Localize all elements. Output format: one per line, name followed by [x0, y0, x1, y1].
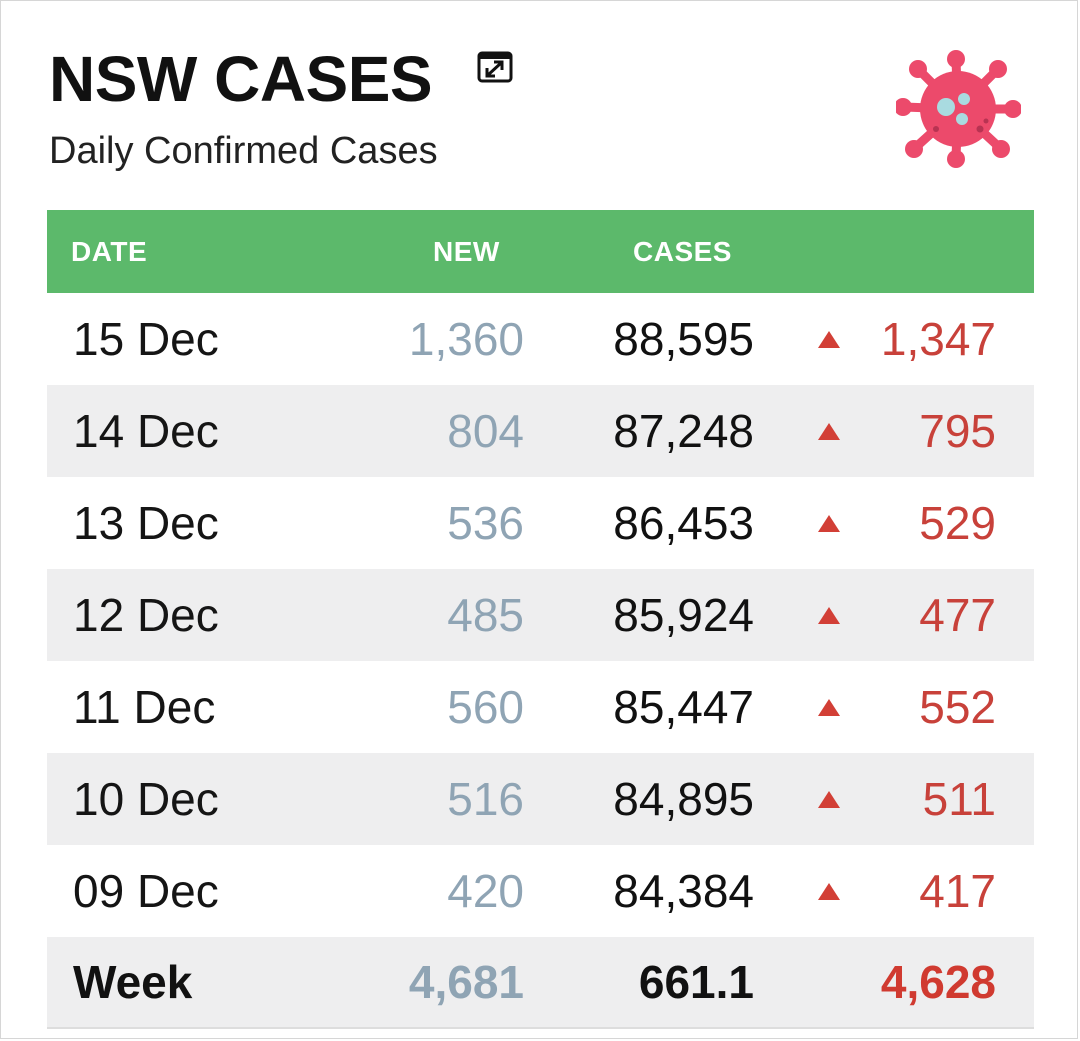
table-row: 15 Dec 1,360 88,595 1,347	[47, 293, 1034, 385]
new-cell: 1,360	[408, 313, 524, 365]
up-arrow-icon	[818, 791, 840, 808]
date-cell: 12 Dec	[73, 589, 219, 641]
expand-icon[interactable]	[477, 51, 513, 83]
date-cell: 13 Dec	[73, 497, 219, 549]
change-cell: 477	[919, 589, 996, 641]
total-cases-cell: 661.1	[638, 956, 754, 1008]
change-cell: 529	[919, 497, 996, 549]
total-row: Week 4,681 661.1 4,628	[47, 937, 1034, 1027]
change-cell: 1,347	[880, 313, 996, 365]
table-row: 13 Dec 536 86,453 529	[47, 477, 1034, 569]
up-arrow-icon	[818, 515, 840, 532]
new-cell: 804	[447, 405, 524, 457]
up-arrow-icon	[818, 975, 840, 1041]
cases-cell: 86,453	[613, 497, 754, 549]
up-arrow-icon	[818, 699, 840, 716]
column-header-cases[interactable]: CASES	[633, 236, 732, 267]
up-arrow-icon	[818, 607, 840, 624]
cases-cell: 88,595	[613, 313, 754, 365]
table-bottom-border	[47, 1027, 1034, 1029]
new-cell: 516	[447, 773, 524, 825]
new-cell: 536	[447, 497, 524, 549]
table-header: DATE NEW CASES	[47, 210, 1034, 293]
virus-icon	[896, 50, 1021, 168]
cases-table: DATE NEW CASES 15 Dec 1,360 88,595 1,347…	[47, 210, 1034, 1029]
total-new-cell: 4,681	[408, 956, 524, 1008]
up-arrow-icon	[818, 883, 840, 900]
date-cell: 15 Dec	[73, 313, 219, 365]
cases-cell: 87,248	[613, 405, 754, 457]
new-cell: 560	[447, 681, 524, 733]
change-cell: 795	[919, 405, 996, 457]
table-row: 09 Dec 420 84,384 417	[47, 845, 1034, 937]
table-row: 14 Dec 804 87,248 795	[47, 385, 1034, 477]
table-row: 12 Dec 485 85,924 477	[47, 569, 1034, 661]
total-change-cell: 4,628	[880, 956, 996, 1008]
page-subtitle: Daily Confirmed Cases	[49, 130, 438, 172]
table-row: 10 Dec 516 84,895 511	[47, 753, 1034, 845]
column-header-date[interactable]: DATE	[71, 236, 148, 267]
cases-cell: 85,447	[613, 681, 754, 733]
date-cell: 09 Dec	[73, 865, 219, 917]
change-cell: 511	[922, 773, 996, 825]
up-arrow-icon	[818, 423, 840, 440]
up-arrow-icon	[818, 331, 840, 348]
cases-cell: 84,384	[613, 865, 754, 917]
new-cell: 420	[447, 865, 524, 917]
change-cell: 552	[919, 681, 996, 733]
total-label: Week	[73, 956, 193, 1008]
page-title: NSW CASES	[49, 43, 433, 115]
date-cell: 11 Dec	[73, 681, 216, 733]
table-row: 11 Dec 560 85,447 552	[47, 661, 1034, 753]
date-cell: 10 Dec	[73, 773, 219, 825]
cases-cell: 84,895	[613, 773, 754, 825]
column-header-new[interactable]: NEW	[433, 236, 500, 267]
cases-cell: 85,924	[613, 589, 754, 641]
change-cell: 417	[919, 865, 996, 917]
new-cell: 485	[447, 589, 524, 641]
date-cell: 14 Dec	[73, 405, 219, 457]
